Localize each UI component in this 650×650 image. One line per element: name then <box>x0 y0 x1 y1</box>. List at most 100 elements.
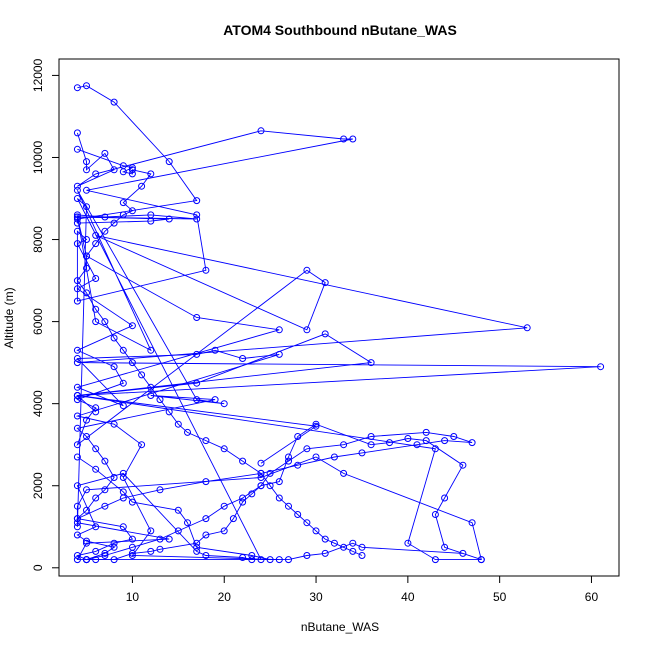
data-point <box>119 474 127 481</box>
series-line <box>75 190 262 561</box>
data-point <box>174 506 182 514</box>
data-point <box>92 465 100 473</box>
x-tick-label: 60 <box>585 590 599 604</box>
data-point <box>110 556 118 564</box>
data-point <box>147 392 155 399</box>
data-point <box>128 535 136 543</box>
data-point <box>459 549 467 557</box>
data-point <box>597 363 605 371</box>
data-point <box>147 547 155 555</box>
data-point <box>119 168 127 176</box>
data-point <box>193 379 201 387</box>
data-point <box>266 482 274 490</box>
data-point <box>202 478 210 486</box>
data-point <box>303 445 311 453</box>
data-point <box>73 285 81 293</box>
y-tick-label: 8000 <box>31 226 45 253</box>
data-point <box>83 82 90 90</box>
data-point <box>73 424 81 432</box>
data-point <box>248 556 256 564</box>
data-point <box>83 556 90 564</box>
data-point <box>165 535 173 543</box>
data-point <box>285 453 292 461</box>
data-point <box>156 545 164 553</box>
data-point <box>441 494 449 502</box>
data-point <box>73 297 81 305</box>
data-point <box>275 494 283 502</box>
data-point <box>73 359 81 367</box>
data-point <box>119 199 127 207</box>
data-point <box>73 441 81 449</box>
data-point <box>147 211 155 219</box>
data-point <box>404 435 412 442</box>
data-point <box>312 420 320 428</box>
data-point <box>257 127 265 135</box>
data-point <box>367 441 375 449</box>
data-point <box>202 266 210 274</box>
data-point <box>266 469 274 477</box>
data-point <box>441 543 449 551</box>
data-point <box>285 556 292 564</box>
data-point <box>358 552 366 559</box>
data-point <box>340 441 348 449</box>
data-point <box>119 402 127 410</box>
y-tick-label: 6000 <box>31 308 45 335</box>
data-point <box>73 213 81 221</box>
data-point <box>73 453 81 461</box>
y-tick-label: 2000 <box>31 472 45 499</box>
data-point <box>73 392 81 399</box>
data-point <box>92 240 100 248</box>
data-point <box>239 554 247 561</box>
data-point <box>184 428 191 436</box>
data-point <box>83 166 90 174</box>
data-point <box>101 318 109 326</box>
data-point <box>367 359 375 367</box>
data-point <box>193 314 201 321</box>
data-point <box>211 346 219 354</box>
data-point <box>229 515 237 523</box>
data-point <box>340 135 348 143</box>
data-point <box>147 346 155 354</box>
data-point <box>523 324 531 332</box>
data-point <box>349 135 357 143</box>
series-line <box>77 423 482 561</box>
data-point <box>220 445 228 453</box>
data-point <box>431 511 439 518</box>
data-point <box>119 494 127 502</box>
data-point <box>220 527 228 535</box>
data-point <box>349 539 357 547</box>
data-point <box>303 519 311 527</box>
data-point <box>239 498 247 506</box>
data-point <box>73 482 81 490</box>
data-point <box>101 227 109 235</box>
data-point <box>294 461 302 469</box>
data-point <box>193 215 201 223</box>
data-point <box>431 556 439 564</box>
data-point <box>128 543 136 551</box>
data-point <box>83 433 90 440</box>
data-point <box>275 326 283 334</box>
data-point <box>73 502 81 510</box>
data-point <box>202 552 210 559</box>
data-point <box>73 84 81 92</box>
y-axis-label: Altitude (m) <box>2 287 16 348</box>
data-point <box>294 433 302 440</box>
data-point <box>73 186 81 194</box>
data-point <box>193 211 201 219</box>
data-point <box>358 449 366 457</box>
data-point <box>83 416 90 424</box>
data-point <box>138 182 146 190</box>
data-point <box>83 186 90 194</box>
data-point <box>257 459 265 467</box>
data-point <box>193 197 201 205</box>
data-point <box>340 543 348 551</box>
data-point <box>386 439 393 447</box>
data-point <box>73 129 81 137</box>
data-point <box>138 371 146 379</box>
data-point <box>73 396 81 404</box>
data-point <box>119 379 127 387</box>
data-point <box>367 433 375 440</box>
data-point <box>202 515 210 523</box>
data-point <box>92 445 100 453</box>
